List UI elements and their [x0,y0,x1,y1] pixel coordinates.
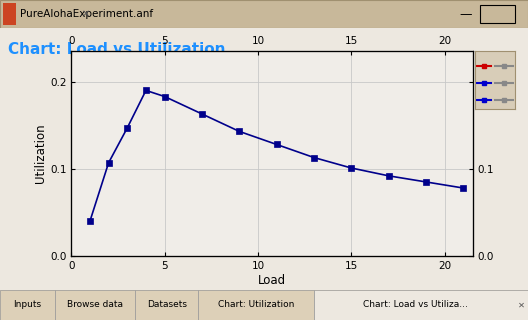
Bar [0,28,528,290]
X-axis label: Load: Load [258,274,286,287]
Text: Datasets: Datasets [147,300,187,309]
Text: ✕: ✕ [518,300,525,309]
Y-axis label: Utilization: Utilization [34,124,47,183]
Bar [480,5,515,23]
Bar [199,290,314,320]
Text: —: — [459,8,472,20]
Bar [55,290,135,320]
Text: Chart: Load vs Utiliza...: Chart: Load vs Utiliza... [363,300,468,309]
Bar [0,0,528,28]
Text: ✕: ✕ [82,9,90,19]
Text: Inputs: Inputs [14,300,42,309]
Bar [135,290,199,320]
Bar [0,290,55,320]
Text: Browse data: Browse data [67,300,123,309]
Bar [3,3,16,25]
Text: PureAlohaExperiment.anf: PureAlohaExperiment.anf [20,9,153,19]
Text: Chart: Utilization: Chart: Utilization [218,300,294,309]
Text: Chart: Load vs Utilization: Chart: Load vs Utilization [8,42,225,57]
Bar [314,290,528,320]
